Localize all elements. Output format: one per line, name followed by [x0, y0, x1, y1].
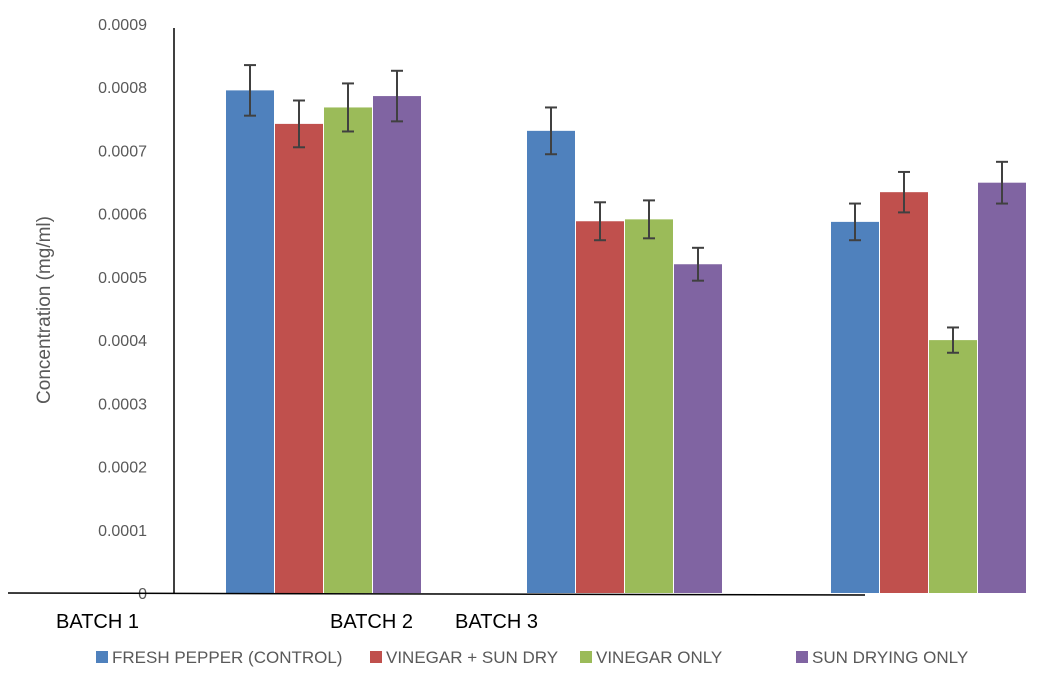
legend: FRESH PEPPER (CONTROL) VINEGAR + SUN DRY V…: [96, 648, 968, 667]
y-tick-label: 0.0004: [98, 333, 147, 350]
y-tick-label: 0: [138, 586, 147, 603]
y-tick-label: 0.0003: [98, 396, 147, 413]
bar-series: [226, 90, 1026, 593]
y-axis-title: Concentration (mg/ml): [34, 216, 55, 404]
x-tick-label: BATCH 2: [330, 611, 413, 633]
legend-label: FRESH PEPPER (CONTROL): [112, 648, 342, 667]
legend-label: VINEGAR ONLY: [596, 648, 722, 667]
bar: [527, 130, 575, 593]
bar: [576, 221, 624, 593]
bar: [880, 192, 928, 593]
y-tick-label: 0.0005: [98, 270, 147, 287]
legend-label: VINEGAR + SUN DRY: [386, 648, 558, 667]
y-axis-tick-labels: 0 0.0001 0.0002 0.0003 0.0004 0.0005 0.0006 0.0…: [98, 17, 147, 603]
bar: [929, 340, 977, 593]
bar: [674, 264, 722, 593]
error-bars: [244, 64, 1008, 354]
bar: [831, 221, 879, 593]
bar: [625, 219, 673, 593]
y-tick-label: 0.0007: [98, 143, 147, 160]
y-tick-label: 0.0006: [98, 207, 147, 224]
legend-swatch: [580, 651, 592, 663]
legend-label: SUN DRYING ONLY: [812, 648, 968, 667]
bar: [226, 90, 274, 593]
y-tick-label: 0.0001: [98, 523, 147, 540]
bar: [373, 96, 421, 593]
bar: [324, 107, 372, 593]
legend-swatch: [96, 651, 108, 663]
y-tick-label: 0.0009: [98, 17, 147, 34]
y-tick-label: 0.0008: [98, 80, 147, 97]
x-tick-label: BATCH 3: [455, 611, 538, 633]
bar: [275, 123, 323, 593]
legend-swatch: [370, 651, 382, 663]
x-axis-tick-labels: BATCH 1 BATCH 2 BATCH 3: [56, 611, 538, 633]
x-axis-line: [7, 592, 866, 596]
bar: [978, 182, 1026, 593]
x-tick-label: BATCH 1: [56, 611, 139, 633]
y-tick-label: 0.0002: [98, 460, 147, 477]
legend-swatch: [796, 651, 808, 663]
